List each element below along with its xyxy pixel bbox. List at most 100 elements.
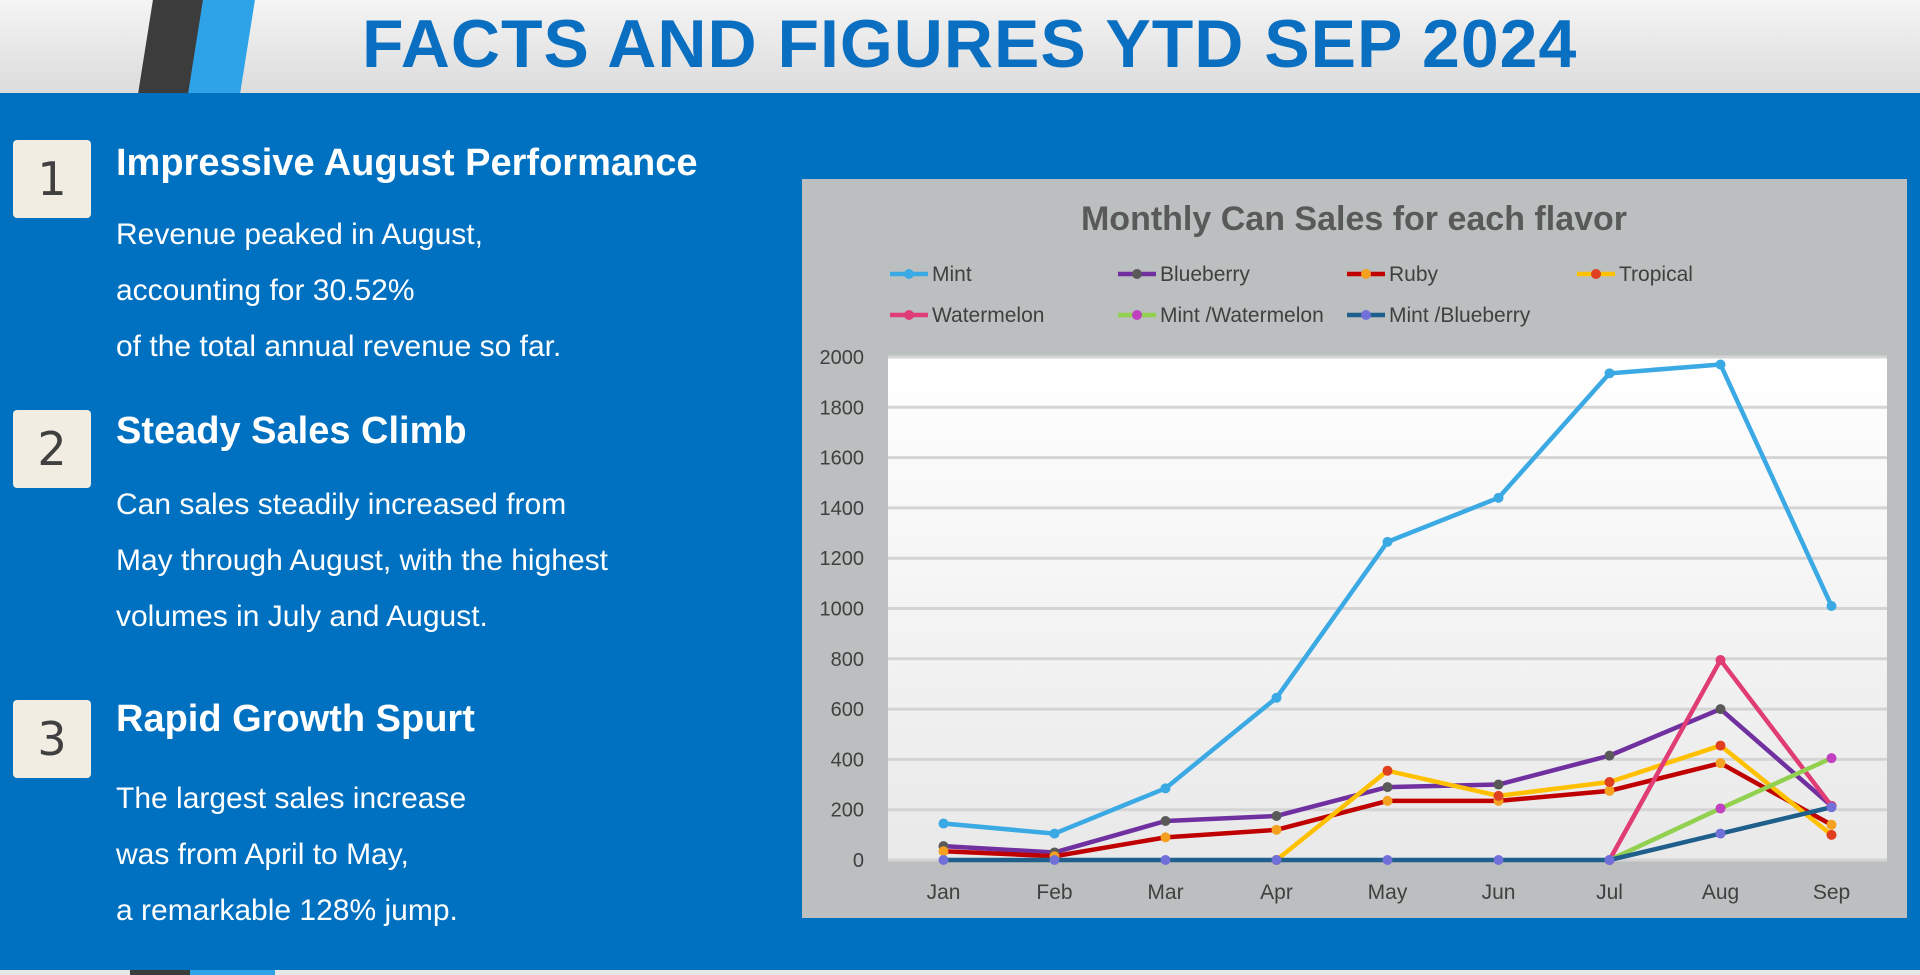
fact-heading: Rapid Growth Spurt <box>116 698 475 740</box>
legend-item: Mint /Watermelon <box>1118 304 1324 327</box>
fact-heading: Steady Sales Climb <box>116 410 467 452</box>
data-point <box>1826 819 1837 830</box>
y-tick-label: 800 <box>831 649 864 671</box>
x-tick-label: Jul <box>1596 881 1623 904</box>
data-point <box>1715 359 1726 370</box>
x-tick-label: Jan <box>927 881 961 904</box>
x-tick-label: Sep <box>1813 881 1850 904</box>
fact-text-line: was from April to May, <box>116 838 409 871</box>
data-point <box>1160 832 1171 843</box>
data-point <box>1715 803 1726 814</box>
fact-text-line: volumes in July and August. <box>116 600 488 633</box>
legend-item: Mint <box>890 263 972 286</box>
legend-label: Mint /Blueberry <box>1389 304 1531 327</box>
data-point <box>1271 855 1282 865</box>
x-tick-label: Apr <box>1260 881 1293 904</box>
legend-label: Mint /Watermelon <box>1160 304 1324 327</box>
line-chart: Monthly Can Sales for each flavor 0 200 40… <box>820 200 1887 904</box>
fact-text: Revenue peaked in August, accounting for… <box>116 207 561 375</box>
y-tick-label: 0 <box>853 850 864 872</box>
fact-number-badge: 2 <box>13 410 91 488</box>
legend-swatch-marker <box>1591 269 1601 279</box>
data-point <box>1160 816 1171 827</box>
data-point <box>1493 855 1504 865</box>
x-tick-label: Feb <box>1036 881 1072 904</box>
footer-stripe-dark <box>130 970 190 975</box>
data-point <box>1382 855 1393 865</box>
data-point <box>1160 783 1171 794</box>
legend-swatch-marker <box>904 269 914 279</box>
data-point <box>1826 600 1837 611</box>
header-banner: FACTS AND FIGURES YTD SEP 2024 <box>0 0 1920 93</box>
x-tick-label: May <box>1368 881 1408 904</box>
legend-swatch-marker <box>1132 269 1142 279</box>
legend-item: Tropical <box>1577 263 1693 286</box>
legend-label: Watermelon <box>932 304 1044 327</box>
x-tick-label: Jun <box>1482 881 1516 904</box>
data-point <box>1382 536 1393 547</box>
fact-number-badge: 1 <box>13 140 91 218</box>
x-tick-label: Mar <box>1147 881 1183 904</box>
data-point <box>1049 855 1060 865</box>
y-tick-label: 1400 <box>820 498 865 520</box>
legend-swatch-marker <box>1132 310 1142 320</box>
data-point <box>1271 824 1282 835</box>
data-point <box>1826 802 1837 813</box>
data-point <box>1715 704 1726 715</box>
data-point <box>1382 782 1393 793</box>
data-point <box>1715 655 1726 666</box>
legend-label: Blueberry <box>1160 263 1250 286</box>
data-point <box>1049 828 1060 839</box>
data-point <box>1715 740 1726 751</box>
data-point <box>1604 855 1615 865</box>
footer-strip <box>0 970 1920 975</box>
legend-swatch-marker <box>1361 269 1371 279</box>
legend-item: Blueberry <box>1118 263 1250 286</box>
chart-title: Monthly Can Sales for each flavor <box>1081 200 1627 238</box>
data-point <box>1160 855 1171 865</box>
series-mint <box>938 359 1837 839</box>
page-title: FACTS AND FIGURES YTD SEP 2024 <box>362 6 1578 82</box>
data-point <box>1493 492 1504 503</box>
data-point <box>1382 765 1393 776</box>
data-point <box>1826 829 1837 840</box>
series-tropical <box>1271 740 1837 865</box>
y-tick-label: 200 <box>831 800 864 822</box>
fact-text-line: of the total annual revenue so far. <box>116 330 562 363</box>
legend-swatch-marker <box>1361 310 1371 320</box>
series-mint-blueberry <box>938 802 1837 865</box>
legend-label: Mint <box>932 263 972 286</box>
fact-text-line: Revenue peaked in August, <box>116 218 483 251</box>
data-point <box>1715 828 1726 839</box>
data-point <box>1271 810 1282 821</box>
legend-item: Watermelon <box>890 304 1044 327</box>
fact-text: The largest sales increase was from Apri… <box>116 771 466 939</box>
chart-panel: Monthly Can Sales for each flavor 0 200 40… <box>802 179 1907 918</box>
legend-label: Ruby <box>1389 263 1439 286</box>
data-point <box>1604 777 1615 788</box>
fact-text-line: a remarkable 128% jump. <box>116 894 458 927</box>
data-point <box>1604 368 1615 379</box>
legend-label: Tropical <box>1619 263 1693 286</box>
y-tick-label: 1200 <box>820 548 865 570</box>
fact-number-badge: 3 <box>13 700 91 778</box>
legend-item: Mint /Blueberry <box>1347 304 1531 327</box>
data-point <box>1715 758 1726 769</box>
data-point <box>1826 753 1837 764</box>
y-tick-label: 1600 <box>820 448 865 470</box>
legend-swatch-marker <box>904 310 914 320</box>
data-point <box>1604 785 1615 796</box>
data-point <box>1493 790 1504 801</box>
legend-item: Ruby <box>1347 263 1439 286</box>
y-tick-label: 400 <box>831 749 864 771</box>
data-point <box>938 846 949 857</box>
data-point <box>938 818 949 829</box>
series-line <box>1274 743 1834 863</box>
fact-text-line: Can sales steadily increased from <box>116 488 567 521</box>
x-tick-label: Aug <box>1702 881 1739 904</box>
data-point <box>1382 795 1393 806</box>
fact-text: Can sales steadily increased from May th… <box>116 477 608 645</box>
y-tick-label: 600 <box>831 699 864 721</box>
data-point <box>1271 692 1282 703</box>
y-tick-label: 1800 <box>820 397 865 419</box>
